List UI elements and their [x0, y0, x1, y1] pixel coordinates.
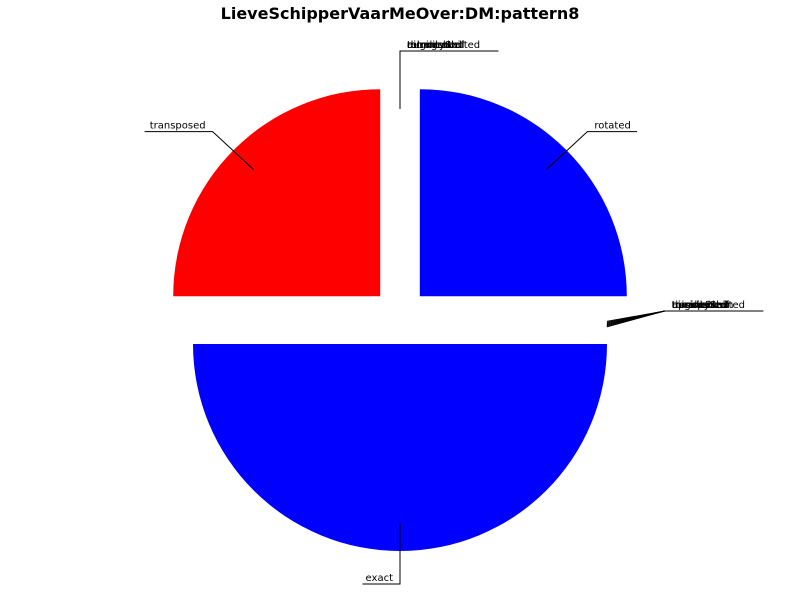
zero-right-4-diminished-label: diminished [672, 300, 727, 311]
zero-top-4-mirrored-leader-line [399, 50, 456, 109]
zero-top-1-retrograde-label: retrograde [407, 40, 460, 51]
pie-labels: transposedexactrotatedtonalityShiftedret… [144, 40, 764, 585]
zero-right-1-tonalityshifted-label: tonalityShifted [672, 300, 745, 311]
zero-right-5-transposed-label: transposed [672, 300, 728, 311]
zero-top-0-tonalityshifted-label: tonalityShifted [407, 40, 480, 51]
zero-right-0-upsidedown-label: upsideDown [672, 300, 734, 311]
pie-slice-exact [193, 344, 607, 551]
zero-top-2-augmented-label: augmented [407, 40, 464, 51]
zero-top-3-diminished-label: diminished [407, 40, 462, 51]
slice-transposed-label: transposed [150, 121, 206, 132]
pie-slices [173, 89, 627, 551]
slice-exact-leader-line [362, 523, 401, 585]
pie-slice-rotated [419, 89, 627, 297]
chart-title: LieveSchipperVaarMeOver:DM:pattern8 [221, 4, 580, 23]
zero-right-5-transposed-leader-line [606, 310, 733, 328]
pie-slice-transposed [173, 89, 381, 297]
slice-rotated-leader-line [546, 131, 638, 170]
slice-exact-label: exact [366, 573, 394, 584]
slice-rotated-label: rotated [594, 121, 630, 132]
zero-right-2-mirrored-label: mirrored [672, 300, 715, 311]
zero-right-3-augmented-label: augmented [672, 300, 729, 311]
zero-top-4-mirrored-label: mirrored [407, 40, 450, 51]
slice-transposed-leader-line [144, 131, 254, 170]
